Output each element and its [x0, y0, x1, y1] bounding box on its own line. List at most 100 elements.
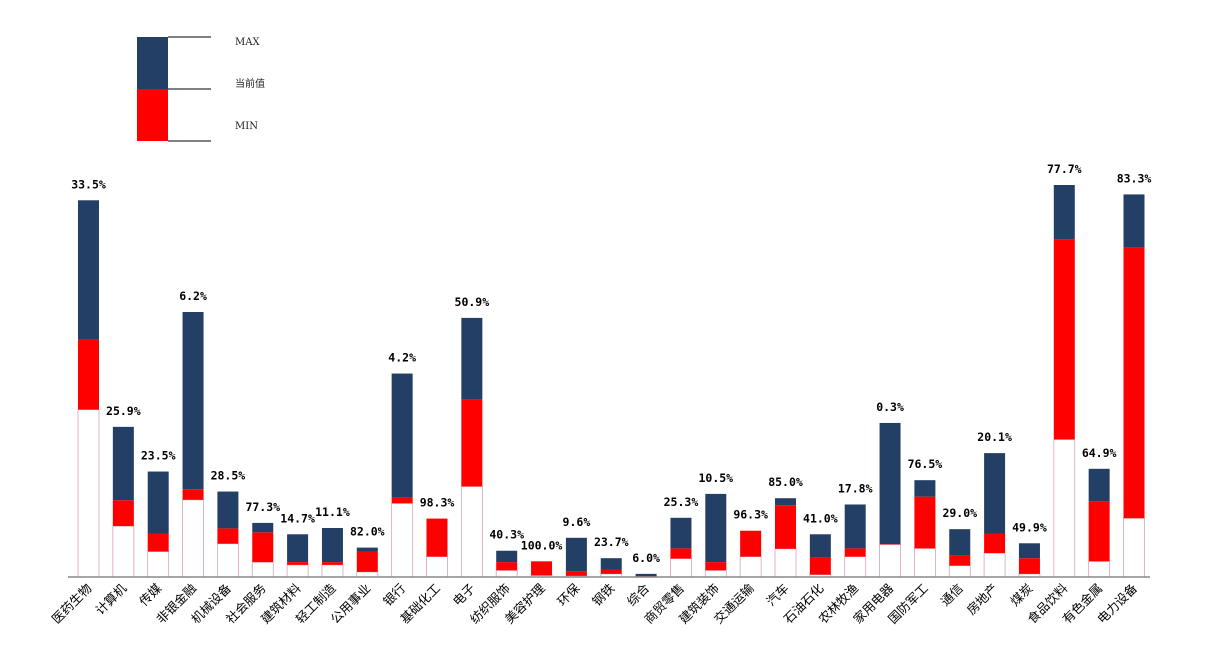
bar-max-segment: [1123, 194, 1145, 248]
percent-label: 77.7%: [1047, 162, 1082, 176]
percent-label: 64.9%: [1082, 446, 1117, 460]
percent-label: 49.9%: [1012, 520, 1047, 534]
category-label: 汽车: [763, 581, 791, 609]
bar-current-segment: [531, 561, 553, 576]
percent-label: 85.0%: [768, 475, 803, 489]
bar-current-segment: [1088, 501, 1110, 562]
bar-min-segment: [495, 569, 518, 578]
bar-current-segment: [147, 533, 169, 552]
bar-min-segment: [426, 556, 448, 578]
percent-label: 4.2%: [388, 351, 416, 365]
bar-current-segment: [844, 548, 866, 557]
bar-min-segment: [739, 556, 762, 578]
bar-max-segment: [496, 550, 518, 563]
bar-current-segment: [287, 562, 309, 565]
bar-current-segment: [949, 555, 971, 566]
bar-max-segment: [461, 317, 483, 400]
bar-current-segment: [78, 339, 99, 410]
percent-label: 50.9%: [455, 295, 490, 309]
bar-min-segment: [112, 525, 135, 578]
bar-max-segment: [321, 528, 343, 563]
bar-current-segment: [461, 399, 483, 487]
bar-max-segment: [600, 558, 622, 570]
percent-label: 33.5%: [71, 177, 106, 191]
category-label: 煤炭: [1007, 581, 1035, 609]
percent-label: 0.3%: [876, 400, 904, 414]
category-label: 电子: [450, 581, 478, 609]
bar-max-segment: [356, 547, 378, 552]
bar-max-segment: [391, 373, 413, 498]
bar-max-segment: [1018, 543, 1040, 559]
bar-current-segment: [391, 497, 413, 504]
bars-group: [77, 185, 1145, 578]
bar-max-segment: [217, 491, 239, 529]
bar-max-segment: [182, 312, 204, 490]
bar-current-segment: [356, 551, 378, 572]
bar-min-segment: [948, 565, 971, 578]
bar-min-segment: [1123, 517, 1145, 578]
percent-label: 14.7%: [280, 511, 315, 525]
percent-label: 77.3%: [245, 500, 280, 514]
percent-label: 10.5%: [698, 471, 733, 485]
bar-max-segment: [147, 471, 169, 534]
bar-min-segment: [914, 547, 936, 578]
bar-max-segment: [670, 517, 692, 549]
bar-min-segment: [1053, 439, 1076, 578]
percent-label: 17.8%: [838, 481, 873, 495]
percent-labels-group: 33.5%25.9%23.5%6.2%28.5%77.3%14.7% 11.1%8…: [71, 162, 1151, 565]
legend: MAX 当前值 MIN: [137, 36, 265, 142]
bar-current-segment: [705, 562, 727, 571]
bar-min-segment: [844, 556, 867, 578]
bar-current-segment: [914, 496, 936, 549]
category-label: 综合: [624, 580, 653, 609]
bar-min-segment: [147, 551, 170, 578]
percent-label: 83.3%: [1117, 171, 1152, 185]
bar-min-segment: [77, 409, 100, 578]
category-label: 传媒: [136, 580, 165, 609]
bar-current-segment: [217, 528, 239, 544]
bar-current-segment: [182, 489, 204, 500]
bar-min-segment: [704, 569, 727, 578]
bar-min-segment: [182, 499, 204, 578]
category-label: 银行: [380, 581, 408, 609]
percent-label: 41.0%: [803, 511, 838, 525]
percent-label: 98.3%: [420, 496, 455, 510]
bar-min-segment: [216, 543, 239, 578]
bar-current-segment: [565, 571, 587, 576]
bar-current-segment: [1018, 558, 1040, 574]
bar-min-segment: [321, 564, 344, 578]
percent-label: 6.0%: [632, 551, 660, 565]
percent-label: 100.0%: [521, 538, 563, 552]
bar-min-segment: [774, 548, 797, 578]
legend-swatch-current: [137, 89, 168, 141]
bar-current-segment: [252, 532, 274, 563]
bar-current-segment: [600, 569, 622, 574]
bar-max-segment: [635, 573, 657, 577]
bar-min-segment: [286, 564, 309, 578]
bar-max-segment: [705, 493, 727, 563]
bar-min-segment: [391, 502, 414, 578]
category-label: 环保: [554, 580, 583, 609]
bar-current-segment: [1053, 239, 1075, 440]
bar-current-segment: [1123, 247, 1145, 519]
category-label: 钢铁: [589, 580, 618, 609]
category-label: 计算机: [92, 580, 129, 617]
bar-max-segment: [252, 522, 274, 533]
bar-max-segment: [287, 534, 309, 563]
bar-min-segment: [251, 561, 274, 578]
percent-label: 11.1%: [315, 505, 350, 519]
bar-max-segment: [112, 426, 134, 501]
legend-label-current: 当前值: [235, 77, 265, 90]
bar-min-segment: [879, 544, 901, 578]
bar-current-segment: [984, 533, 1006, 554]
legend-swatch-max: [137, 37, 168, 89]
bar-min-segment: [460, 486, 483, 578]
bar-min-segment: [983, 552, 1006, 578]
bar-max-segment: [1053, 185, 1075, 240]
percent-label: 23.5%: [141, 449, 176, 463]
bar-current-segment: [670, 548, 692, 559]
category-labels-group: 医药生物计算机 传媒非银金融机械设备社会服务建筑材料轻工制造公用事业 银行基础化工电…: [49, 580, 1141, 626]
percent-label: 25.3%: [664, 495, 699, 509]
percent-label: 76.5%: [908, 457, 943, 471]
